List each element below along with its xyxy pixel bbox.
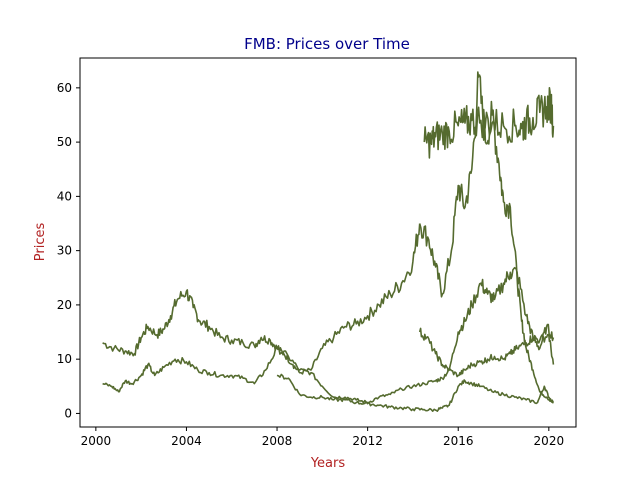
plot-area-frame xyxy=(79,57,577,428)
y-tick-label: 0 xyxy=(64,406,72,420)
series-line-5 xyxy=(276,373,554,413)
x-tick-label: 2008 xyxy=(262,434,293,448)
x-tick-label: 2016 xyxy=(443,434,474,448)
y-axis-label: Prices xyxy=(33,223,48,262)
series-line-4 xyxy=(441,266,555,381)
x-axis: 2000 2004 2008 2012 2016 2020 xyxy=(81,427,565,448)
y-tick-label: 10 xyxy=(57,352,72,366)
series-line-6 xyxy=(418,327,555,378)
x-tick-label: 2020 xyxy=(534,434,565,448)
y-tick-label: 20 xyxy=(57,298,72,312)
x-axis-label: Years xyxy=(310,456,346,471)
chart-title: FMB: Prices over Time xyxy=(244,35,410,53)
series-line-7 xyxy=(423,87,555,159)
series-lines xyxy=(102,71,555,413)
y-tick-label: 50 xyxy=(57,135,72,149)
x-tick-label: 2000 xyxy=(81,434,112,448)
x-tick-label: 2012 xyxy=(352,434,383,448)
series-line-3 xyxy=(102,345,443,404)
y-axis: 0 10 20 30 40 50 60 xyxy=(57,81,80,420)
series-line-2 xyxy=(418,71,555,403)
y-tick-label: 40 xyxy=(57,189,72,203)
series-line-1 xyxy=(102,223,421,375)
y-tick-label: 30 xyxy=(57,244,72,258)
y-tick-label: 60 xyxy=(57,81,72,95)
x-tick-label: 2004 xyxy=(171,434,202,448)
